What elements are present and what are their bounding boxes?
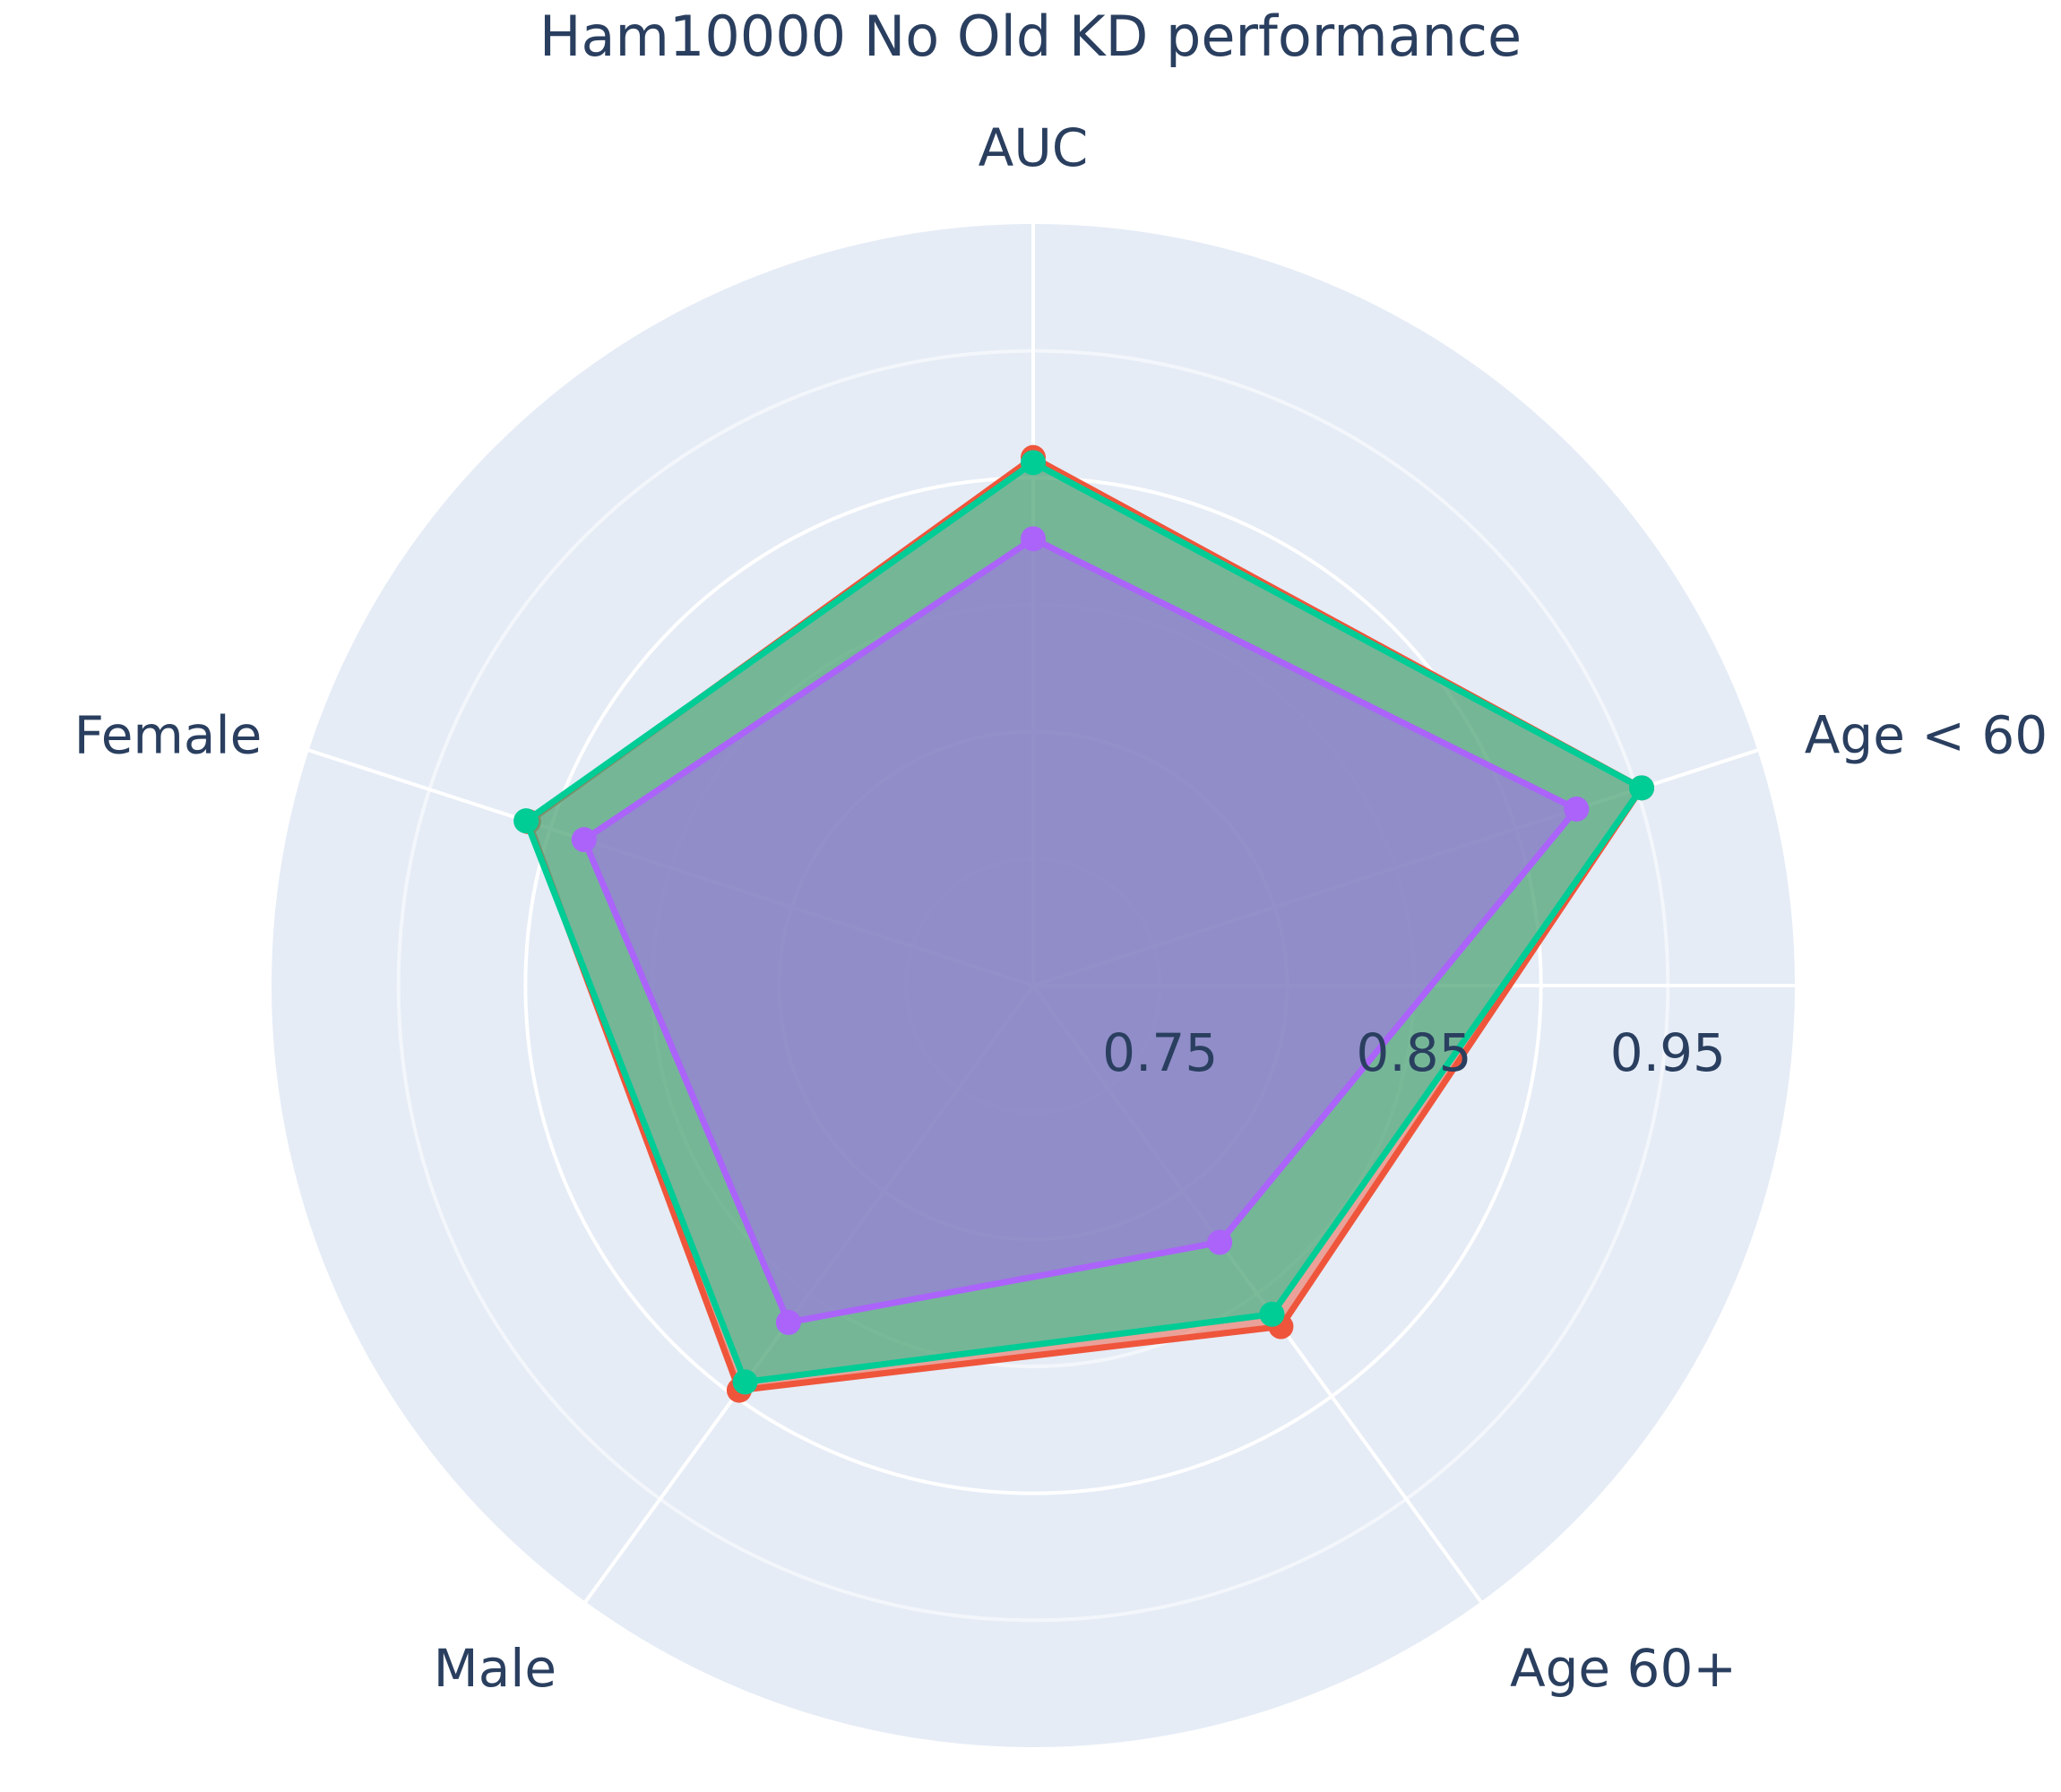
data-point <box>1259 1301 1285 1327</box>
axis-labels: AUC Age < 60 Age 60+ Male Female 0.75 0.85 0.95 <box>74 117 2048 1699</box>
radial-tick-label: 0.85 <box>1356 1022 1471 1083</box>
data-point <box>1629 775 1655 801</box>
radial-tick-label: 0.75 <box>1102 1022 1218 1083</box>
data-point <box>1207 1229 1233 1255</box>
data-point <box>1021 526 1046 552</box>
data-point <box>1564 797 1590 823</box>
series-area <box>581 535 1580 1326</box>
axis-label: Age 60+ <box>1510 1638 1737 1699</box>
radial-tick-label: 0.95 <box>1610 1022 1726 1083</box>
chart-title: Ham10000 No Old KD performance <box>539 4 1522 69</box>
data-point <box>513 808 539 834</box>
axis-label: Female <box>74 704 263 765</box>
data-point <box>775 1309 801 1335</box>
data-point <box>1021 450 1046 476</box>
data-point <box>571 827 597 853</box>
data-point <box>732 1369 758 1395</box>
axis-label: Male <box>434 1638 556 1699</box>
axis-label: Age < 60 <box>1805 704 2048 765</box>
axis-label: AUC <box>979 117 1089 178</box>
series-3 <box>571 526 1590 1335</box>
series-layer <box>513 444 1655 1403</box>
